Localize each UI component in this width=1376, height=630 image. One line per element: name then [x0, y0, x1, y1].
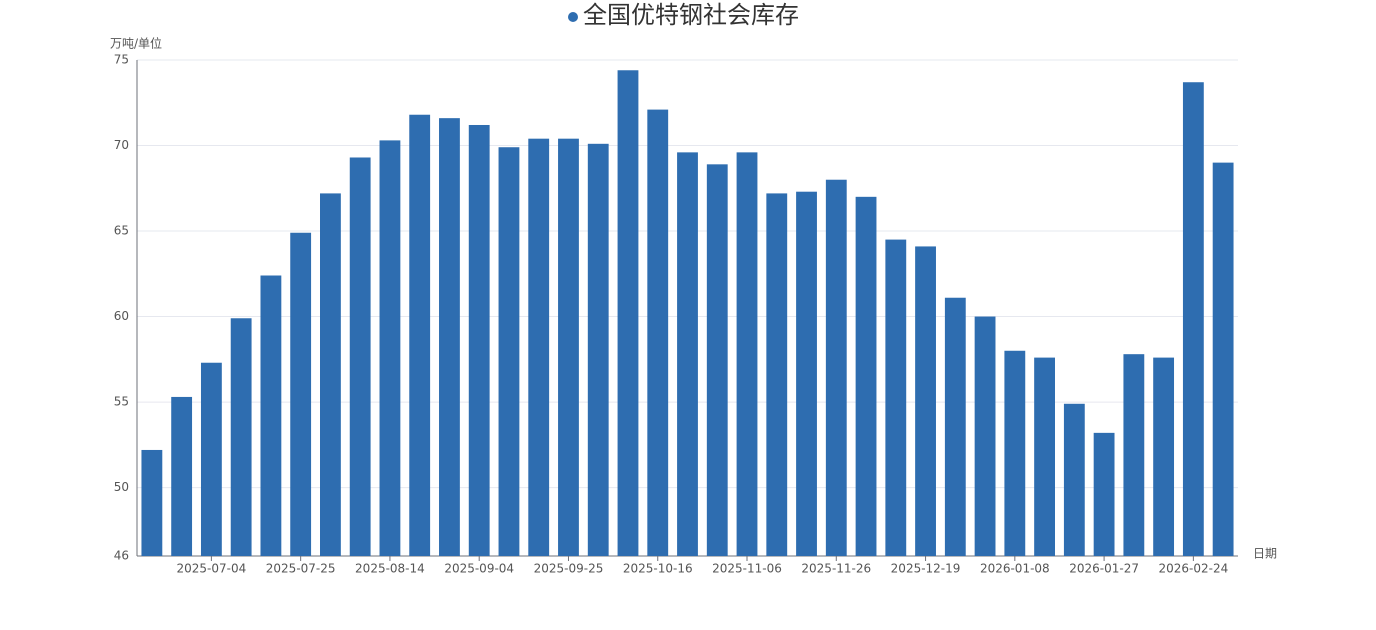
x-tick-label: 2025-07-04 [177, 562, 247, 576]
bar [944, 297, 966, 556]
bar [1063, 403, 1085, 556]
bar [528, 138, 550, 557]
bar [587, 143, 609, 557]
bar [200, 362, 222, 556]
y-tick-label: 75 [114, 53, 129, 67]
bar [379, 140, 401, 556]
x-tick-label: 2025-09-25 [534, 562, 604, 576]
bar [290, 232, 312, 557]
bar [1123, 354, 1145, 556]
bar [468, 124, 490, 556]
x-tick-label: 2025-08-14 [355, 562, 425, 576]
bar [1093, 432, 1115, 556]
y-tick-label: 65 [114, 224, 129, 238]
bar [498, 147, 520, 556]
bar [1212, 162, 1234, 556]
bar [974, 316, 996, 556]
y-tick-label: 46 [114, 549, 129, 563]
bar [230, 318, 252, 556]
bar [171, 396, 193, 556]
x-tick-label: 2026-01-08 [980, 562, 1050, 576]
y-tick-label: 60 [114, 309, 129, 323]
legend-marker [568, 12, 578, 22]
bar [1153, 357, 1175, 556]
bar [617, 70, 639, 556]
y-tick-label: 55 [114, 395, 129, 409]
x-tick-label: 2025-12-19 [891, 562, 961, 576]
bar [825, 179, 847, 557]
y-tick-label: 70 [114, 138, 129, 152]
bar [1034, 357, 1055, 556]
bar [409, 114, 431, 557]
bar [706, 164, 728, 556]
x-axis-label: 日期 [1253, 547, 1277, 561]
bar [915, 246, 936, 556]
x-tick-label: 2025-07-25 [266, 562, 336, 576]
y-axis-label: 万吨/单位 [110, 36, 162, 51]
bar [677, 152, 698, 556]
y-tick-label: 50 [114, 480, 129, 494]
bar [885, 239, 907, 556]
bar [1004, 350, 1026, 556]
bar [349, 157, 371, 556]
bar [558, 138, 579, 557]
bar [141, 449, 163, 556]
x-tick-label: 2026-02-24 [1158, 562, 1228, 576]
x-tick-label: 2025-11-06 [712, 562, 782, 576]
bar [766, 193, 788, 556]
bar [796, 191, 817, 557]
bar [647, 109, 669, 556]
x-tick-label: 2025-09-04 [444, 562, 514, 576]
bar [320, 193, 341, 556]
bar [736, 152, 758, 556]
x-tick-label: 2026-01-27 [1069, 562, 1139, 576]
x-tick-label: 2025-11-26 [801, 562, 871, 576]
bar [855, 196, 877, 557]
bar [1182, 82, 1204, 556]
x-tick-label: 2025-10-16 [623, 562, 693, 576]
bar [439, 118, 460, 556]
legend-title: 全国优特钢社会库存 [583, 1, 799, 29]
bar [260, 275, 282, 556]
